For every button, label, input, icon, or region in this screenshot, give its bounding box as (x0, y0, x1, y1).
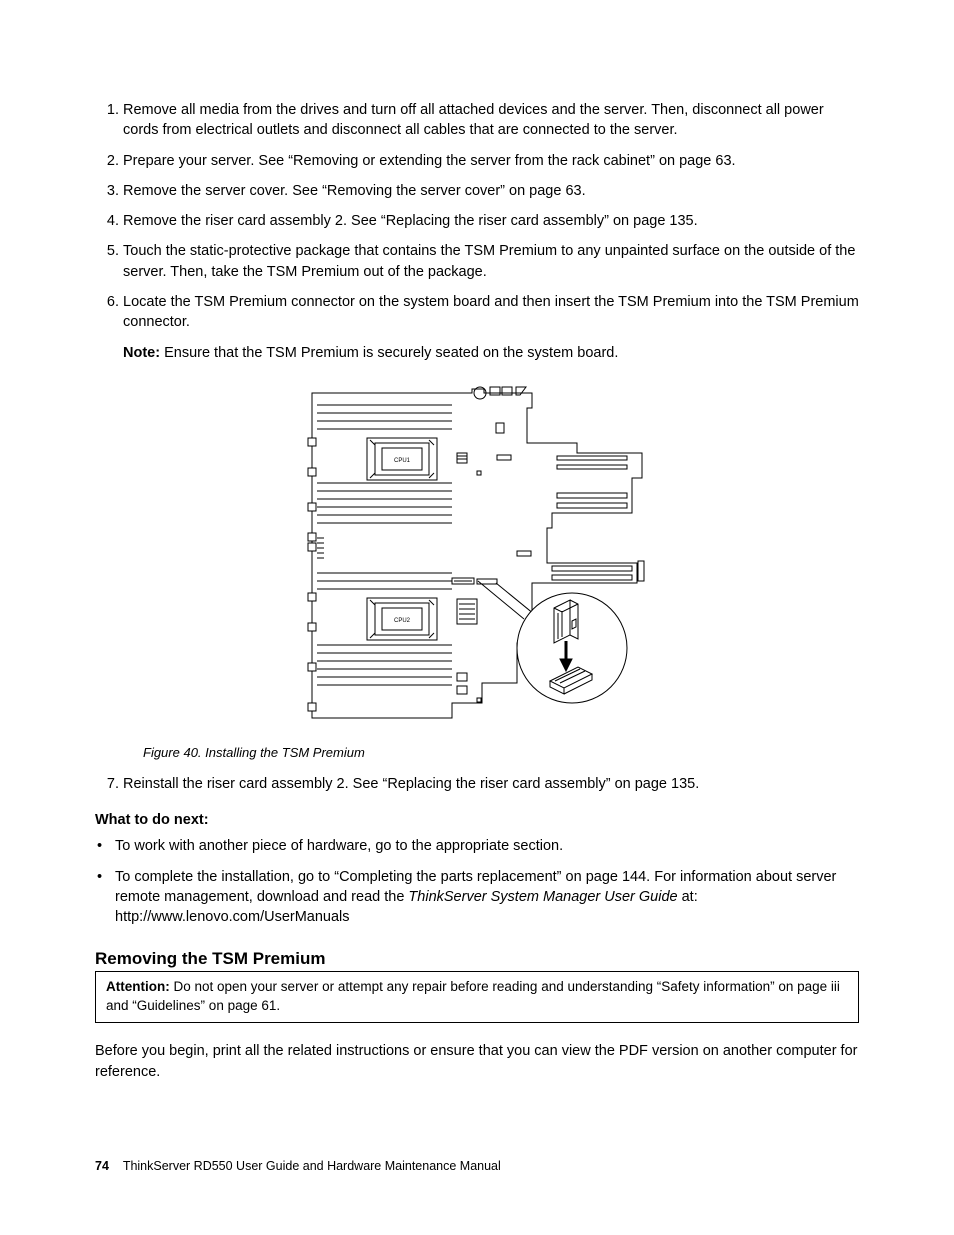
page: 1.Remove all media from the drives and t… (0, 0, 954, 1235)
bullet-2: To complete the installation, go to “Com… (95, 867, 859, 928)
step-4: 4.Remove the riser card assembly 2. See … (95, 211, 859, 231)
footer: 74 ThinkServer RD550 User Guide and Hard… (95, 1159, 501, 1173)
step-text: Touch the static-protective package that… (123, 243, 855, 279)
figure: CPU1 (95, 383, 859, 733)
step-6: 6.Locate the TSM Premium connector on th… (95, 292, 859, 333)
step-text: Remove all media from the drives and tur… (123, 102, 824, 138)
note-label: Note: (123, 345, 160, 361)
step-7: 7.Reinstall the riser card assembly 2. S… (95, 774, 859, 794)
note-text: Ensure that the TSM Premium is securely … (160, 345, 618, 361)
guide-name: ThinkServer System Manager User Guide (408, 889, 677, 905)
bullet-list: To work with another piece of hardware, … (95, 836, 859, 927)
cpu2-label: CPU2 (394, 618, 411, 624)
attention-label: Attention: (106, 979, 170, 994)
page-number: 74 (95, 1159, 109, 1173)
step-text: Remove the riser card assembly 2. See “R… (123, 213, 698, 229)
attention-text: Do not open your server or attempt any r… (106, 979, 840, 1013)
step-3: 3.Remove the server cover. See “Removing… (95, 181, 859, 201)
steps-list-a: 1.Remove all media from the drives and t… (95, 100, 859, 333)
figure-caption: Figure 40. Installing the TSM Premium (143, 745, 859, 760)
step-5: 5.Touch the static-protective package th… (95, 241, 859, 282)
attention-box: Attention: Do not open your server or at… (95, 971, 859, 1023)
closing-paragraph: Before you begin, print all the related … (95, 1041, 859, 1082)
section-heading: Removing the TSM Premium (95, 949, 859, 969)
step-2: 2.Prepare your server. See “Removing or … (95, 151, 859, 171)
step-text: Remove the server cover. See “Removing t… (123, 183, 586, 199)
note: Note: Ensure that the TSM Premium is sec… (95, 343, 859, 363)
what-next-heading: What to do next: (95, 812, 859, 828)
step-text: Locate the TSM Premium connector on the … (123, 294, 859, 330)
footer-title: ThinkServer RD550 User Guide and Hardwar… (123, 1159, 501, 1173)
step-text: Reinstall the riser card assembly 2. See… (123, 776, 699, 792)
motherboard-diagram: CPU1 (302, 383, 652, 733)
steps-list-b: 7.Reinstall the riser card assembly 2. S… (95, 774, 859, 794)
cpu1-label: CPU1 (394, 458, 411, 464)
step-text: Prepare your server. See “Removing or ex… (123, 153, 736, 169)
step-1: 1.Remove all media from the drives and t… (95, 100, 859, 141)
bullet-1: To work with another piece of hardware, … (95, 836, 859, 856)
